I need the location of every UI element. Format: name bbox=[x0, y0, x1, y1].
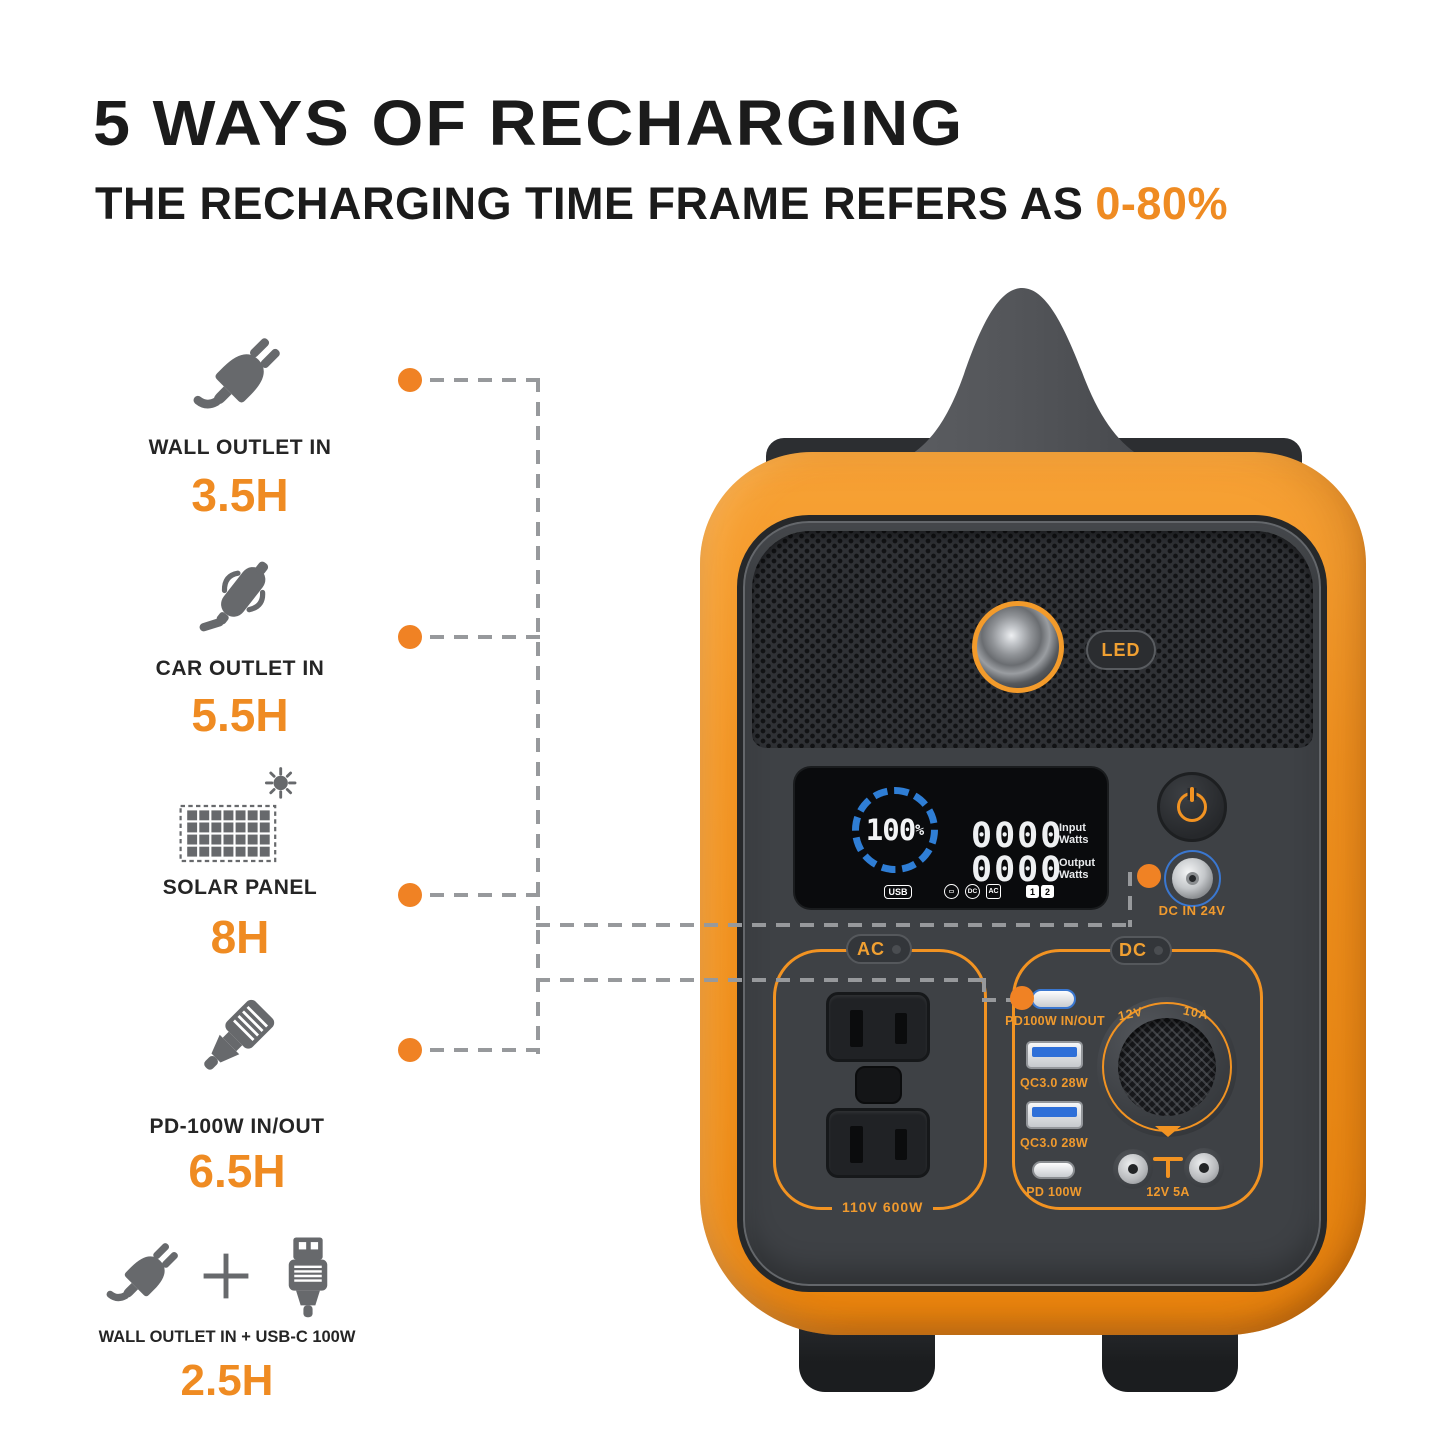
dc-section-pill: DC bbox=[1110, 936, 1172, 965]
callout-line bbox=[430, 635, 540, 639]
method-time: 8H bbox=[210, 911, 270, 963]
ac-rating-label: 110V 600W bbox=[832, 1199, 934, 1215]
callout-dot bbox=[398, 1038, 422, 1062]
callout-line bbox=[536, 923, 1132, 927]
status-display: 100% 0000 0000 Input Watts Output Watts … bbox=[795, 768, 1107, 908]
method-time: 3.5H bbox=[191, 469, 289, 521]
callout-dot bbox=[398, 625, 422, 649]
callout-dot bbox=[398, 368, 422, 392]
power-button[interactable] bbox=[1157, 772, 1227, 842]
socket-pointer-icon bbox=[1155, 1126, 1181, 1137]
dc5521-pin bbox=[1199, 1163, 1209, 1173]
outlet-slot bbox=[895, 1013, 907, 1044]
ac-indicator-dot bbox=[892, 944, 901, 954]
wall-plug-plus-usbc-icon bbox=[77, 1230, 377, 1322]
input-watts-label: Input Watts bbox=[1059, 822, 1089, 846]
subtitle-highlight: 0-80% bbox=[1095, 178, 1228, 229]
led-button-label: LED bbox=[1101, 639, 1141, 660]
dc-indicator-icon: DC bbox=[965, 884, 980, 899]
power-icon bbox=[1177, 792, 1207, 822]
callout-line bbox=[982, 998, 1012, 1002]
usb-c-pd-port[interactable] bbox=[1032, 1161, 1075, 1179]
usb-a-qc-label: QC3.0 28W bbox=[1019, 1076, 1088, 1090]
dc-in-pin bbox=[1186, 872, 1199, 885]
led-button[interactable]: LED bbox=[1086, 630, 1156, 670]
plus-icon bbox=[203, 1253, 249, 1299]
dc-section-label: DC bbox=[1119, 940, 1147, 960]
page-title: 5 WAYS OF RECHARGING bbox=[93, 87, 965, 159]
battery-ring: 100% bbox=[852, 787, 938, 873]
output-2-indicator: 2 bbox=[1041, 885, 1054, 898]
car-plug-icon bbox=[90, 546, 390, 646]
callout-dot bbox=[1010, 986, 1034, 1010]
pd-cable-icon bbox=[87, 986, 387, 1088]
callout-line bbox=[430, 378, 540, 382]
barrel-ports-label: 12V 5A bbox=[1146, 1185, 1190, 1199]
ac-section-pill: AC bbox=[846, 934, 912, 964]
method-label: CAR OUTLET IN bbox=[155, 657, 325, 680]
dc-in-port[interactable] bbox=[1164, 850, 1221, 907]
subtitle-text: THE RECHARGING TIME FRAME REFERS AS bbox=[95, 178, 1084, 229]
dc-in-barrel bbox=[1172, 858, 1213, 899]
method-label: SOLAR PANEL bbox=[162, 876, 318, 899]
callout-line bbox=[536, 978, 984, 982]
callout-line bbox=[982, 978, 986, 1002]
input-watts-value: 0000 bbox=[971, 816, 1064, 856]
output-watts-label: Output Watts bbox=[1059, 857, 1096, 881]
solar-panel-icon bbox=[90, 762, 390, 872]
dc5521-pin bbox=[1128, 1164, 1138, 1174]
usb-a-tongue bbox=[1032, 1047, 1077, 1057]
car-socket[interactable] bbox=[1118, 1018, 1216, 1116]
usb-c-pd100-port[interactable] bbox=[1031, 989, 1076, 1009]
callout-dot bbox=[1137, 864, 1161, 888]
method-time: 6.5H bbox=[188, 1145, 286, 1197]
callout-line bbox=[1128, 872, 1132, 927]
method-label: PD-100W IN/OUT bbox=[149, 1115, 325, 1138]
battery-percent: 100 bbox=[865, 813, 916, 847]
wall-plug-icon bbox=[106, 1243, 178, 1302]
outlet-slot bbox=[895, 1129, 907, 1160]
wall-plug-icon bbox=[90, 326, 390, 430]
usb-a-qc-label: QC3.0 28W bbox=[1019, 1136, 1088, 1150]
output-watts-value: 0000 bbox=[971, 850, 1064, 890]
dc5521-barrel bbox=[1189, 1153, 1219, 1183]
callout-line bbox=[536, 378, 540, 1054]
method-time: 2.5H bbox=[180, 1356, 274, 1405]
ac-indicator-icon: AC bbox=[986, 884, 1001, 899]
ac-outlet[interactable] bbox=[826, 992, 930, 1062]
usb-plug-icon bbox=[288, 1237, 328, 1318]
callout-line bbox=[430, 893, 540, 897]
output-1-indicator: 1 bbox=[1026, 885, 1039, 898]
dc5521-barrel bbox=[1118, 1154, 1148, 1184]
ac-section-label: AC bbox=[857, 938, 885, 959]
method-time: 5.5H bbox=[191, 689, 289, 741]
usb-a-qc-port[interactable] bbox=[1026, 1101, 1083, 1129]
usb-c-pd100-label: PD100W IN/OUT bbox=[1005, 1014, 1105, 1028]
dc-in-label: DC IN 24V bbox=[1158, 903, 1226, 918]
dc-plug-symbol-icon bbox=[1153, 1157, 1183, 1179]
car-indicator-icon: ▭ bbox=[944, 884, 959, 899]
method-label: WALL OUTLET IN bbox=[148, 436, 332, 459]
battery-percent-sign: % bbox=[915, 821, 925, 839]
usb-indicator: USB bbox=[884, 885, 912, 899]
outlet-slot bbox=[850, 1126, 863, 1163]
dc-indicator-dot bbox=[1154, 946, 1163, 955]
callout-line bbox=[430, 1048, 540, 1052]
outlet-slot bbox=[850, 1010, 863, 1047]
callout-dot bbox=[398, 883, 422, 907]
dc5521-port[interactable] bbox=[1113, 1149, 1153, 1189]
led-light-lens bbox=[972, 601, 1064, 693]
page-subtitle: THE RECHARGING TIME FRAME REFERS AS 0-80% bbox=[95, 178, 1228, 230]
usb-a-tongue bbox=[1032, 1107, 1077, 1117]
ac-outlet[interactable] bbox=[826, 1108, 930, 1178]
device-handle bbox=[858, 286, 1188, 476]
outlet-reset-button[interactable] bbox=[855, 1066, 902, 1104]
method-label: WALL OUTLET IN + USB-C 100W bbox=[98, 1328, 356, 1346]
dc5521-port[interactable] bbox=[1184, 1148, 1224, 1188]
usb-c-pd-label: PD 100W bbox=[1026, 1185, 1082, 1199]
usb-a-qc-port[interactable] bbox=[1026, 1041, 1083, 1069]
